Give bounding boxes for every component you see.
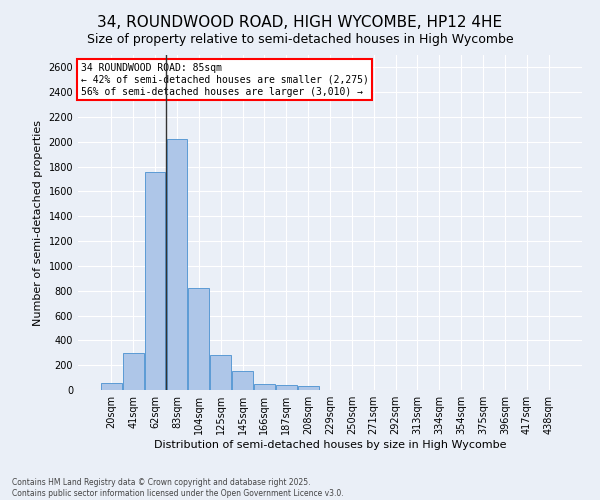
Y-axis label: Number of semi-detached properties: Number of semi-detached properties [33,120,43,326]
Bar [210,354,231,390]
Bar [123,354,143,390]
Bar [167,140,187,390]
Bar [254,384,275,390]
Bar [145,172,166,390]
Bar [298,386,319,390]
Bar [101,382,122,390]
Bar [188,288,209,390]
Text: 34 ROUNDWOOD ROAD: 85sqm
← 42% of semi-detached houses are smaller (2,275)
56% o: 34 ROUNDWOOD ROAD: 85sqm ← 42% of semi-d… [80,64,368,96]
Text: Size of property relative to semi-detached houses in High Wycombe: Size of property relative to semi-detach… [86,32,514,46]
Text: 34, ROUNDWOOD ROAD, HIGH WYCOMBE, HP12 4HE: 34, ROUNDWOOD ROAD, HIGH WYCOMBE, HP12 4… [97,15,503,30]
X-axis label: Distribution of semi-detached houses by size in High Wycombe: Distribution of semi-detached houses by … [154,440,506,450]
Bar [276,385,296,390]
Bar [232,371,253,390]
Text: Contains HM Land Registry data © Crown copyright and database right 2025.
Contai: Contains HM Land Registry data © Crown c… [12,478,344,498]
